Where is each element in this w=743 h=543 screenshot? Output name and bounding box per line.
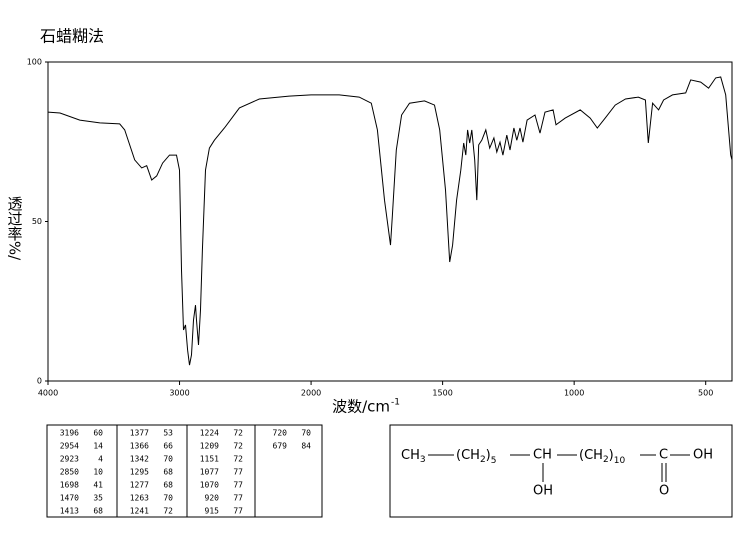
peak-transmittance: 72	[233, 455, 243, 464]
structure-group: OH	[533, 484, 553, 499]
peak-wavenumber: 2954	[60, 442, 79, 451]
peak-wavenumber: 915	[205, 507, 220, 516]
peak-transmittance: 72	[163, 507, 173, 516]
peak-wavenumber: 3196	[60, 429, 79, 438]
peak-wavenumber: 679	[273, 442, 288, 451]
peak-wavenumber: 1470	[60, 494, 79, 503]
y-tick-label: 0	[37, 377, 42, 386]
x-tick-label: 4000	[38, 389, 58, 398]
x-tick-label: 500	[698, 389, 713, 398]
structure-group: CH	[533, 448, 552, 463]
peak-transmittance: 10	[93, 468, 103, 477]
peak-wavenumber: 1151	[200, 455, 219, 464]
x-tick-label: 1000	[564, 389, 584, 398]
peak-transmittance: 77	[233, 507, 243, 516]
peak-transmittance: 77	[233, 481, 243, 490]
x-axis-label: 波数/cm	[332, 398, 390, 416]
y-axis-label: 透过率%/	[6, 196, 24, 261]
peak-table-frame	[46, 424, 323, 518]
peak-transmittance: 72	[233, 442, 243, 451]
peak-transmittance: 77	[233, 494, 243, 503]
peak-transmittance: 70	[163, 455, 173, 464]
peak-transmittance: 41	[93, 481, 103, 490]
peak-transmittance: 68	[163, 468, 173, 477]
peak-wavenumber: 1277	[130, 481, 149, 490]
structure-frame	[389, 424, 733, 518]
peak-transmittance: 4	[98, 455, 103, 464]
chart-title: 石蜡糊法	[40, 27, 104, 46]
peak-wavenumber: 2923	[60, 455, 79, 464]
peak-wavenumber: 1342	[130, 455, 149, 464]
structure-group: (CH2)5	[456, 448, 496, 466]
peak-wavenumber: 1077	[200, 468, 219, 477]
x-tick-label: 3000	[169, 389, 189, 398]
y-tick-label: 100	[27, 58, 42, 67]
peak-wavenumber: 1377	[130, 429, 149, 438]
structure-group: CH3	[401, 448, 426, 465]
peak-wavenumber: 1295	[130, 468, 149, 477]
peak-transmittance: 77	[233, 468, 243, 477]
structure-bonds	[428, 454, 690, 482]
peak-transmittance: 84	[301, 442, 311, 451]
peak-transmittance: 68	[93, 507, 103, 516]
y-tick-label: 50	[32, 217, 42, 226]
peak-wavenumber: 1698	[60, 481, 79, 490]
peak-transmittance: 70	[163, 494, 173, 503]
peak-wavenumber: 1224	[200, 429, 219, 438]
structure-group: OH	[693, 448, 713, 463]
peak-wavenumber: 1366	[130, 442, 149, 451]
peak-transmittance: 66	[163, 442, 173, 451]
peak-wavenumber: 720	[273, 429, 288, 438]
structure-group: O	[659, 484, 669, 499]
structure: CH3 (CH2)5 CH OH (CH2)10 C OH O	[401, 448, 713, 499]
peak-transmittance: 68	[163, 481, 173, 490]
peak-wavenumber: 2850	[60, 468, 79, 477]
peak-transmittance: 72	[233, 429, 243, 438]
peak-wavenumber: 1070	[200, 481, 219, 490]
x-tick-label: 2000	[301, 389, 321, 398]
peak-transmittance: 60	[93, 429, 103, 438]
peak-wavenumber: 1241	[130, 507, 149, 516]
structure-group: (CH2)10	[579, 448, 625, 466]
peak-transmittance: 14	[93, 442, 103, 451]
peak-transmittance: 70	[301, 429, 311, 438]
structure-group: C	[659, 448, 668, 463]
x-tick-label: 1500	[432, 389, 452, 398]
peak-wavenumber: 1209	[200, 442, 219, 451]
peak-transmittance: 35	[93, 494, 103, 503]
x-axis-label-sup: -1	[391, 398, 400, 408]
peak-transmittance: 53	[163, 429, 173, 438]
plot-frame	[47, 61, 733, 382]
peak-wavenumber: 1413	[60, 507, 79, 516]
peak-wavenumber: 920	[205, 494, 220, 503]
peak-wavenumber: 1263	[130, 494, 149, 503]
spectrum-line	[47, 76, 733, 366]
